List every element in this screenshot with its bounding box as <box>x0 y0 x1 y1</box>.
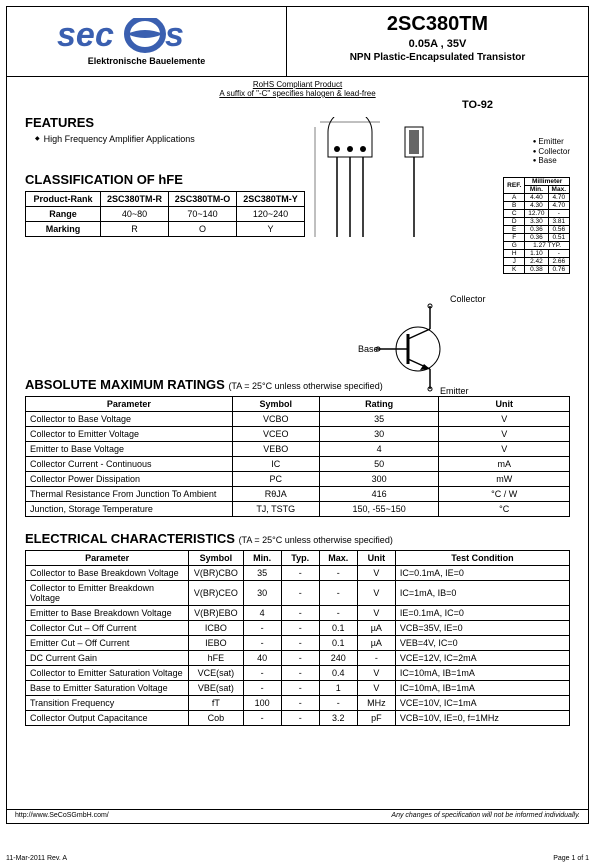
table-row: Collector to Emitter VoltageVCEO30V <box>26 427 570 442</box>
am-col-0: Parameter <box>26 397 233 412</box>
ec-col-2: Min. <box>243 551 281 566</box>
secos-logo-icon: se c s <box>57 18 237 54</box>
sch-base-label: Base <box>358 344 379 354</box>
body-content: TO-92 FEATURES High Frequency Amplifier … <box>7 99 588 732</box>
elec-table: Parameter Symbol Min. Typ. Max. Unit Tes… <box>25 550 570 726</box>
absmax-table: Parameter Symbol Rating Unit Collector t… <box>25 396 570 517</box>
svg-text:s: s <box>165 18 184 54</box>
ec-col-0: Parameter <box>26 551 189 566</box>
logo-subtitle: Elektronische Bauelemente <box>88 56 206 66</box>
table-row: Emitter to Base Breakdown VoltageV(BR)EB… <box>26 606 570 621</box>
table-row: Junction, Storage TemperatureTJ, TSTG150… <box>26 502 570 517</box>
compliance-line1: RoHS Compliant Product <box>253 80 342 89</box>
svg-text:c: c <box>95 18 114 54</box>
ec-col-3: Typ. <box>281 551 319 566</box>
ec-col-1: Symbol <box>189 551 243 566</box>
logo-cell: se c s Elektronische Bauelemente <box>7 7 287 76</box>
elec-title: ELECTRICAL CHARACTERISTICS (TA = 25°C un… <box>25 531 570 546</box>
sch-collector-label: Collector <box>450 294 486 304</box>
ec-col-5: Unit <box>357 551 395 566</box>
class-col-2: 2SC380TM-O <box>169 192 237 207</box>
package-type-label: TO-92 <box>462 99 493 111</box>
table-row: Collector Power DissipationPC300mW <box>26 472 570 487</box>
footer-disclaimer: Any changes of specification will not be… <box>391 812 580 819</box>
compliance-note: RoHS Compliant Product A suffix of "-C" … <box>7 77 588 99</box>
footer-outer: 11-Mar-2011 Rev. A Page 1 of 1 <box>6 855 589 862</box>
part-spec: 0.05A , 35V <box>293 38 582 50</box>
table-row: Thermal Resistance From Junction To Ambi… <box>26 487 570 502</box>
table-row: Collector Output CapacitanceCob--3.2pFVC… <box>26 711 570 726</box>
table-row: Collector to Emitter Saturation VoltageV… <box>26 666 570 681</box>
footer-date: 11-Mar-2011 Rev. A <box>6 855 67 862</box>
footer-page: Page 1 of 1 <box>553 855 589 862</box>
table-row: Collector Cut – Off CurrentICBO--0.1µAVC… <box>26 621 570 636</box>
part-number: 2SC380TM <box>293 13 582 36</box>
class-col-3: 2SC380TM-Y <box>237 192 305 207</box>
table-row: Collector to Base Breakdown VoltageV(BR)… <box>26 566 570 581</box>
header-row: se c s Elektronische Bauelemente 2SC380T… <box>7 7 588 77</box>
elec-note: (TA = 25°C unless otherwise specified) <box>239 535 393 545</box>
part-description: NPN Plastic-Encapsulated Transistor <box>293 52 582 63</box>
table-row: Collector Current - ContinuousIC50mA <box>26 457 570 472</box>
table-row: Transition FrequencyfT100--MHzVCE=10V, I… <box>26 696 570 711</box>
transistor-schematic-icon: Collector Base Emitter <box>358 294 498 404</box>
dim-col-ref: REF. <box>504 178 525 194</box>
classification-table: Product-Rank 2SC380TM-R 2SC380TM-O 2SC38… <box>25 191 305 237</box>
footer-url: http://www.SeCoSGmbH.com/ <box>15 812 109 819</box>
compliance-line2: A suffix of "-C" specifies halogen & lea… <box>219 89 375 98</box>
table-row: DC Current GainhFE40-240-VCE=12V, IC=2mA <box>26 651 570 666</box>
dim-group-header: Millimeter <box>525 178 570 186</box>
table-row: Collector to Emitter Breakdown VoltageV(… <box>26 581 570 606</box>
class-col-0: Product-Rank <box>26 192 101 207</box>
footer-inner: http://www.SeCoSGmbH.com/ Any changes of… <box>7 809 588 819</box>
class-col-1: 2SC380TM-R <box>101 192 169 207</box>
svg-text:se: se <box>57 18 95 54</box>
am-col-1: Symbol <box>232 397 319 412</box>
dimension-table: REF. Millimeter Min. Max. A4.404.70 B4.3… <box>503 177 570 274</box>
page-frame: se c s Elektronische Bauelemente 2SC380T… <box>6 6 589 824</box>
table-row: Emitter to Base VoltageVEBO4V <box>26 442 570 457</box>
ec-col-4: Max. <box>319 551 357 566</box>
dim-col-max: Max. <box>548 186 569 194</box>
table-row: Emitter Cut – Off CurrentIEBO--0.1µAVEB=… <box>26 636 570 651</box>
table-row: Base to Emitter Saturation VoltageVBE(sa… <box>26 681 570 696</box>
dim-col-min: Min. <box>525 186 548 194</box>
sch-emitter-label: Emitter <box>440 386 469 396</box>
ec-col-6: Test Condition <box>395 551 569 566</box>
table-row: Collector to Base VoltageVCBO35V <box>26 412 570 427</box>
title-cell: 2SC380TM 0.05A , 35V NPN Plastic-Encapsu… <box>287 7 588 76</box>
